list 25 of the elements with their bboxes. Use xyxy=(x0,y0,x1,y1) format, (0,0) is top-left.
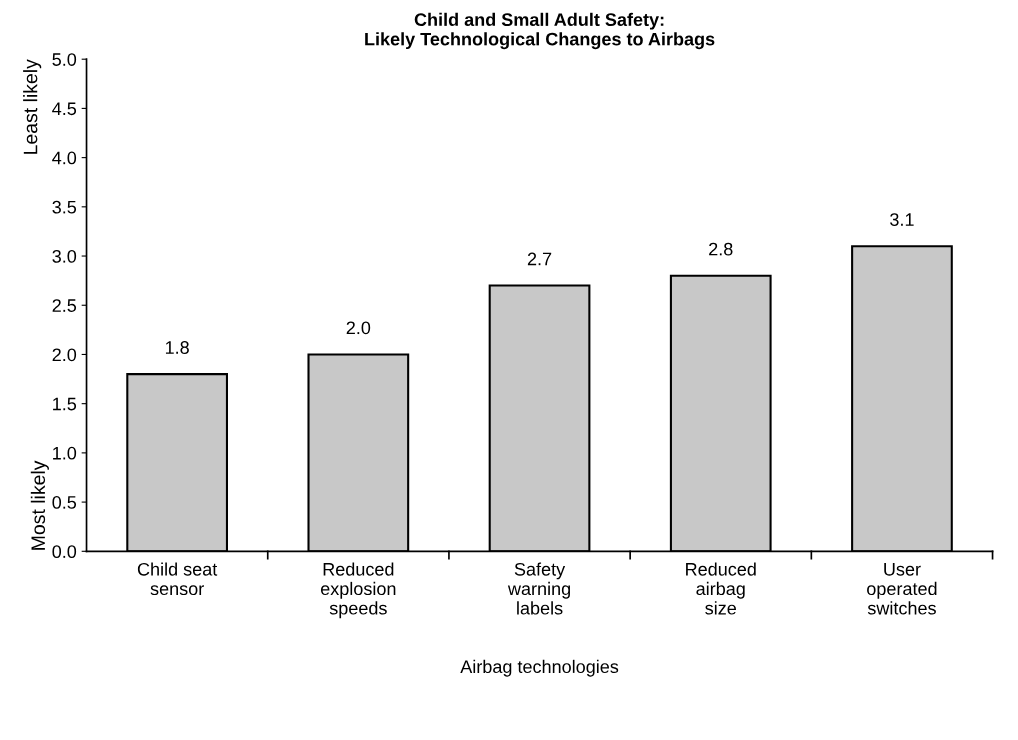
y-tick-label: 1.0 xyxy=(53,446,77,460)
data-label: 2.0 xyxy=(346,321,371,335)
y-tick-label: 4.0 xyxy=(52,151,77,165)
y-tick-label: 2.5 xyxy=(52,299,77,312)
y-tick-label: 2.0 xyxy=(52,348,77,362)
y-tick-label: 1.5 xyxy=(53,397,77,411)
y-tick-label: 5.0 xyxy=(52,53,77,66)
y-tick-label: 0.5 xyxy=(52,496,77,509)
y-tick-label: 3.0 xyxy=(52,249,77,263)
x-tick-label: User operated switches xyxy=(867,563,937,615)
data-label: 2.8 xyxy=(709,242,733,256)
x-tick-label: Child seat sensor xyxy=(137,562,218,596)
text: Least likely xyxy=(23,59,42,154)
data-label: 1.8 xyxy=(165,341,189,354)
data-label: 2.7 xyxy=(527,252,552,266)
x-tick-label: Reduced airbag size xyxy=(686,562,756,615)
y-axis-title: Most likely xyxy=(30,460,49,550)
x-axis-title: Airbag technologies xyxy=(460,659,619,677)
chart-title: Child and Small Adult Safety: Likely Technological Changes to Airbags xyxy=(365,12,715,50)
data-label: 3.1 xyxy=(890,213,914,226)
y-tick-label: 0.0 xyxy=(52,545,77,559)
x-tick-label: Reduced explosion speeds xyxy=(320,562,396,619)
y-tick-label: 3.5 xyxy=(52,200,77,214)
y-tick-label: 4.5 xyxy=(52,102,77,116)
x-tick-label: Safety warning labels xyxy=(507,562,570,615)
